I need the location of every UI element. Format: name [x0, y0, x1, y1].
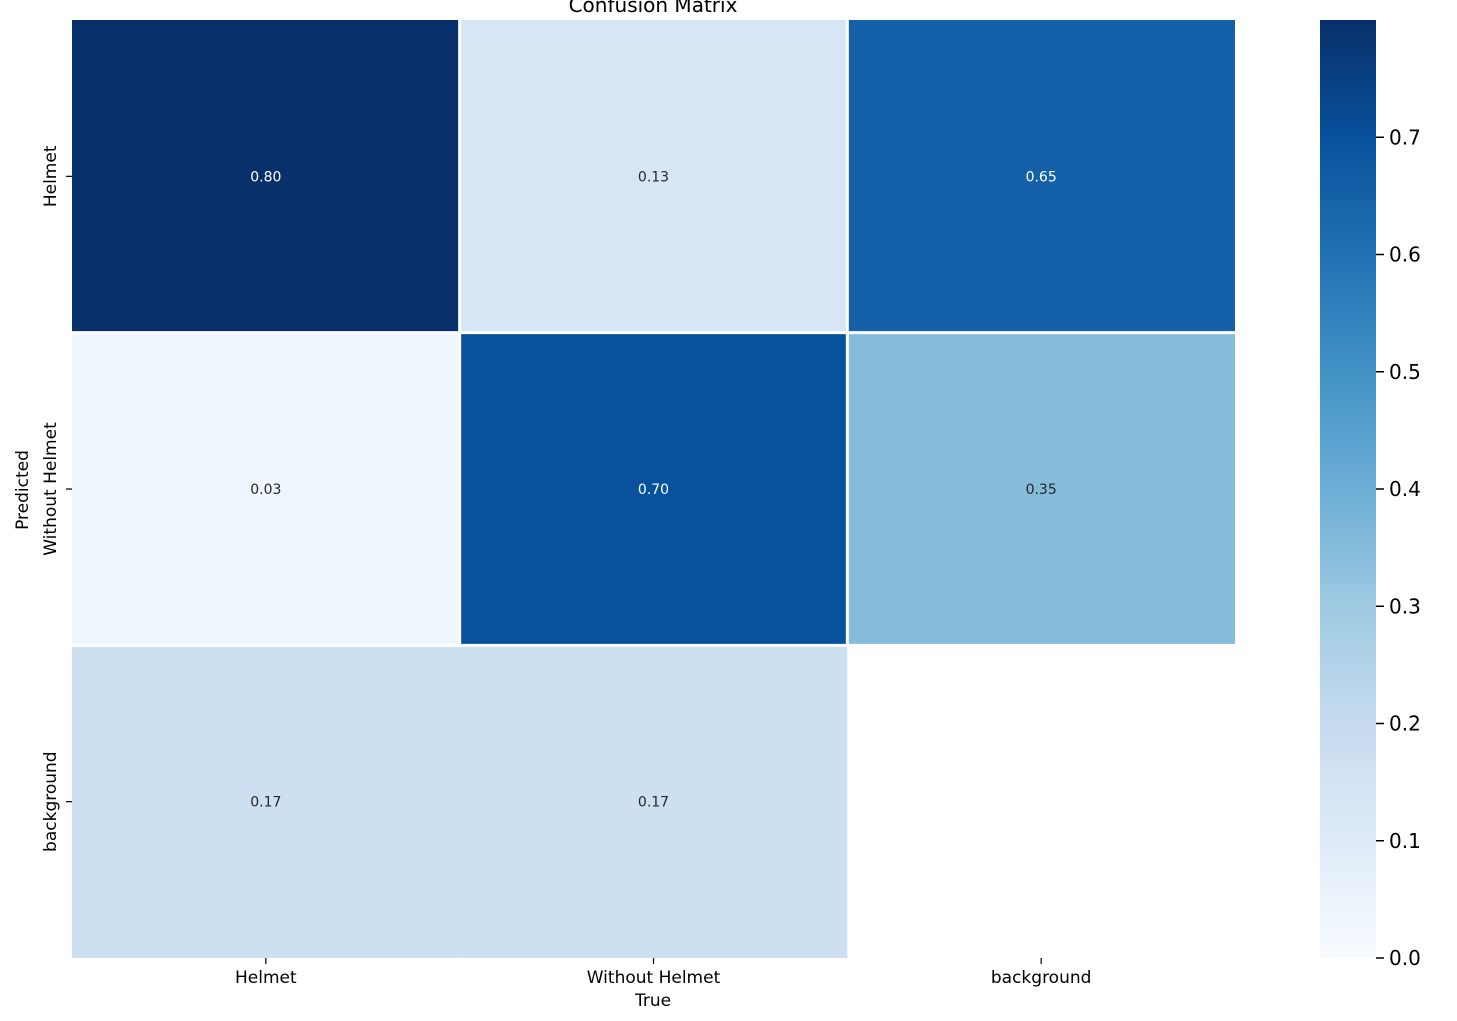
colorbar-tick-label: 0.6	[1389, 243, 1421, 267]
x-tick-label: Without Helmet	[587, 968, 721, 988]
cell-value-label: 0.03	[250, 482, 281, 498]
colorbar-tick-label: 0.2	[1389, 712, 1421, 736]
colorbar-tick-label: 0.1	[1389, 829, 1421, 853]
heatmap-cell	[72, 332, 460, 646]
x-axis: Helmet Without Helmet background	[235, 958, 1091, 988]
colorbar-tick-label: 0.7	[1389, 125, 1421, 149]
colorbar	[1320, 20, 1376, 958]
colorbar-tick-label: 0.3	[1389, 594, 1421, 618]
colorbar-ticks: 0.0 0.1 0.2 0.3 0.4 0.5 0.6 0.7	[1376, 125, 1421, 970]
heatmap-cell	[459, 20, 848, 333]
x-tick-label: Helmet	[235, 968, 297, 988]
heatmap-cell	[459, 645, 848, 958]
x-axis-label: True	[634, 991, 671, 1011]
y-tick-label: Helmet	[41, 145, 61, 207]
colorbar-tick-label: 0.0	[1389, 946, 1421, 970]
y-tick-label: Without Helmet	[41, 422, 61, 556]
cell-value-label: 0.65	[1026, 169, 1057, 185]
cell-separators	[72, 20, 1235, 647]
cell-value-label: 0.17	[638, 795, 669, 811]
cell-value-label: 0.17	[250, 795, 281, 811]
heatmap-cell	[72, 20, 460, 333]
heatmap-cell	[459, 332, 848, 646]
heatmap-cells	[72, 20, 1235, 958]
cell-value-label: 0.13	[638, 169, 669, 185]
colorbar-tick-label: 0.5	[1389, 360, 1421, 384]
cell-value-label: 0.35	[1026, 482, 1057, 498]
heatmap-cell-labels: 0.80 0.13 0.65 0.03 0.70 0.35 0.17 0.17	[250, 169, 1057, 810]
colorbar-gradient	[1320, 20, 1376, 958]
heatmap-cell	[847, 332, 1235, 646]
cell-value-label: 0.70	[638, 482, 669, 498]
cell-value-label: 0.80	[250, 169, 281, 185]
y-axis-label: Predicted	[13, 450, 33, 530]
y-tick-label: background	[41, 751, 61, 852]
colorbar-tick-label: 0.4	[1389, 477, 1421, 501]
y-axis: Helmet Without Helmet background	[41, 145, 72, 852]
x-tick-label: background	[991, 968, 1092, 988]
heatmap-cell	[72, 645, 460, 958]
heatmap-cell	[847, 20, 1235, 333]
chart-title: Confusion Matrix	[569, 0, 738, 17]
